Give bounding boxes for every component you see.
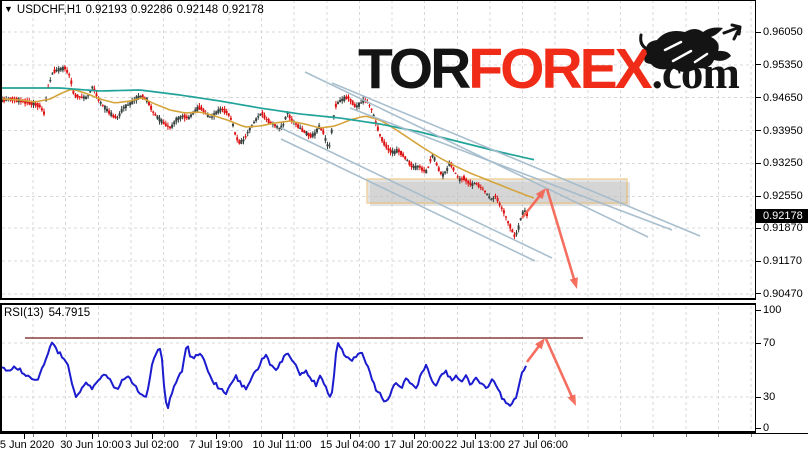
time-axis-label: 15 Jul 04:00 [320, 439, 380, 451]
axis-tick [152, 434, 153, 439]
price-axis-label: 0.95350 [756, 59, 803, 71]
axis-minor-tick [359, 434, 361, 437]
axis-tick [92, 434, 93, 439]
axis-tick [756, 97, 761, 99]
time-axis-label: 10 Jul 11:00 [252, 439, 312, 451]
axis-tick [475, 434, 476, 439]
ohlc-open: 0.92193 [85, 4, 128, 16]
axis-minor-tick [261, 434, 263, 437]
ohlc-low: 0.92148 [176, 4, 219, 16]
axis-tick [756, 31, 761, 33]
price-axis-label: 0.90470 [756, 288, 803, 300]
axis-tick [756, 342, 761, 344]
axis-minor-tick [653, 434, 655, 437]
axis-tick [756, 427, 761, 429]
price-axis-label: 0.91870 [756, 222, 803, 234]
rsi-label: RSI(13) 54.7915 [4, 307, 95, 319]
chevron-down-icon[interactable]: ▼ [4, 4, 13, 14]
axis-minor-tick [424, 434, 426, 437]
axis-tick [756, 195, 761, 197]
time-axis-label: 22 Jul 13:00 [445, 439, 505, 451]
rsi-value: 54.7915 [48, 307, 91, 319]
price-axis-label: 0.93950 [756, 125, 803, 137]
price-axis-label: 0.92550 [756, 190, 803, 202]
time-axis-label: 27 Jul 06:00 [508, 439, 568, 451]
time-axis-label: 7 Jul 19:00 [189, 439, 243, 451]
axis-tick [282, 434, 283, 439]
axis-minor-tick [392, 434, 394, 437]
axis-tick [756, 260, 761, 262]
axis-tick [756, 309, 761, 311]
axis-tick [756, 293, 761, 295]
axis-minor-tick [751, 434, 753, 437]
time-axis-label: 25 Jun 2020 [0, 439, 55, 451]
symbol-label: USDCHF,H1 [16, 4, 82, 16]
axis-minor-tick [457, 434, 459, 437]
axis-minor-tick [228, 434, 230, 437]
axis-minor-tick [98, 434, 100, 437]
axis-minor-tick [685, 434, 687, 437]
axis-minor-tick [65, 434, 67, 437]
axis-tick [216, 434, 217, 439]
axis-tick [538, 434, 539, 439]
time-axis-label: 3 Jul 02:00 [125, 439, 179, 451]
price-axis-label: 0.91170 [756, 255, 802, 267]
axis-tick [414, 434, 415, 439]
current-price-tag: 0.92178 [756, 209, 808, 223]
axis-minor-tick [294, 434, 296, 437]
axis-minor-tick [587, 434, 589, 437]
price-axis[interactable]: 0.92178 0.96050 0.95350 0.94650 0.93950 0.93… [756, 0, 808, 434]
axis-minor-tick [130, 434, 132, 437]
axis-tick [756, 162, 761, 164]
axis-minor-tick [718, 434, 720, 437]
axis-tick [756, 227, 761, 229]
time-axis-label: 17 Jul 20:00 [384, 439, 444, 451]
axis-tick [350, 434, 351, 439]
axis-minor-tick [489, 434, 491, 437]
price-chart-canvas[interactable] [2, 1, 754, 297]
axis-tick [756, 130, 761, 132]
axis-minor-tick [326, 434, 328, 437]
axis-minor-tick [196, 434, 198, 437]
rsi-axis-label: 70 [756, 337, 775, 349]
symbol-title: ▼ USDCHF,H1 0.92193 0.92286 0.92148 0.92178 [4, 4, 268, 16]
time-axis-label: 30 Jun 10:00 [60, 439, 124, 451]
rsi-name: RSI(13) [4, 307, 44, 319]
rsi-axis-label: 0 [756, 422, 769, 434]
rsi-chart-canvas[interactable] [2, 305, 754, 431]
rsi-axis-label: 30 [756, 391, 775, 403]
axis-minor-tick [33, 434, 34, 437]
axis-minor-tick [620, 434, 622, 437]
axis-minor-tick [555, 434, 557, 437]
rsi-indicator-pane[interactable] [0, 303, 756, 433]
axis-tick [756, 64, 761, 66]
axis-tick [756, 396, 761, 398]
axis-minor-tick [163, 434, 165, 437]
axis-minor-tick [522, 434, 524, 437]
axis-tick [24, 434, 25, 439]
ohlc-high: 0.92286 [131, 4, 173, 16]
price-axis-label: 0.96050 [756, 26, 803, 38]
rsi-axis-label: 100 [756, 304, 781, 316]
main-price-pane[interactable] [0, 0, 756, 300]
price-axis-label: 0.94650 [756, 92, 803, 104]
time-axis[interactable]: 25 Jun 2020 30 Jun 10:003 Jul 02:00 7 Jul … [0, 433, 808, 458]
ohlc-close: 0.92178 [222, 4, 264, 16]
price-axis-label: 0.93250 [756, 157, 803, 169]
